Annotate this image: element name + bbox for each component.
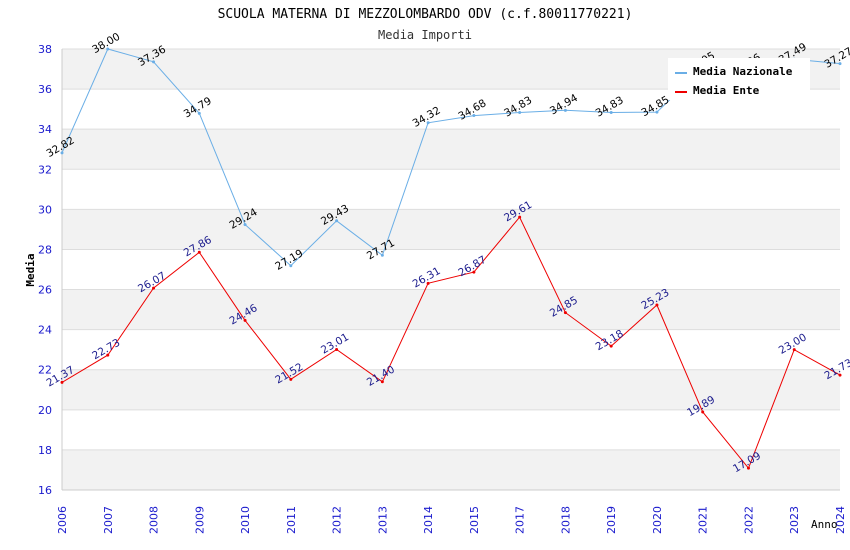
data-point xyxy=(518,215,522,219)
data-label: 34.85 xyxy=(639,94,671,119)
data-point xyxy=(243,223,247,227)
data-point xyxy=(152,286,156,290)
data-point xyxy=(472,270,476,274)
y-tick-label: 26 xyxy=(38,284,52,297)
data-point xyxy=(243,318,247,322)
data-point xyxy=(106,353,110,357)
x-tick-label: 2020 xyxy=(651,506,664,534)
x-tick-label: 2011 xyxy=(285,506,298,534)
data-point xyxy=(746,466,750,470)
data-point xyxy=(289,264,293,268)
y-tick-label: 16 xyxy=(38,484,52,497)
y-tick-label: 36 xyxy=(38,83,52,96)
data-label: 34.83 xyxy=(594,94,626,119)
data-point xyxy=(335,219,339,223)
data-label: 34.83 xyxy=(502,94,534,119)
y-tick-label: 18 xyxy=(38,444,52,457)
grid-band xyxy=(62,209,840,250)
data-point xyxy=(197,111,201,115)
chart-title: SCUOLA MATERNA DI MEZZOLOMBARDO ODV (c.f… xyxy=(218,7,633,22)
gridlines xyxy=(62,48,840,491)
x-tick-label: 2017 xyxy=(514,506,527,534)
data-point xyxy=(701,410,705,414)
x-tick-label: 2015 xyxy=(468,506,481,534)
data-label: 27.19 xyxy=(273,247,305,272)
data-point xyxy=(655,303,659,307)
data-point xyxy=(60,151,64,155)
data-label: 26.87 xyxy=(456,254,488,279)
x-tick-label: 2012 xyxy=(331,506,344,534)
x-tick-label: 2009 xyxy=(193,506,206,534)
x-tick-label: 2008 xyxy=(148,506,161,534)
legend-label-media-ente: Media Ente xyxy=(693,84,760,97)
data-point xyxy=(380,380,384,384)
grid-band xyxy=(62,289,840,330)
x-tick-label: 2019 xyxy=(605,506,618,534)
x-tick-label: 2018 xyxy=(559,506,572,534)
grid-band xyxy=(62,369,840,410)
grid-band xyxy=(62,129,840,170)
data-point xyxy=(563,311,567,315)
data-point xyxy=(609,111,613,115)
data-point xyxy=(335,347,339,351)
chart-subtitle: Media Importi xyxy=(378,28,472,42)
data-point xyxy=(289,377,293,381)
data-label: 23.01 xyxy=(319,331,351,356)
y-tick-label: 34 xyxy=(38,123,52,136)
data-label: 34.68 xyxy=(456,97,488,122)
x-tick-label: 2022 xyxy=(742,506,755,534)
grid-band xyxy=(62,449,840,490)
y-tick-label: 22 xyxy=(38,364,52,377)
data-point xyxy=(655,110,659,114)
data-point xyxy=(197,250,201,254)
data-point xyxy=(518,111,522,115)
y-tick-label: 38 xyxy=(38,43,52,56)
series-line-media-ente xyxy=(61,216,841,470)
data-point xyxy=(426,281,430,285)
data-point xyxy=(426,121,430,125)
legend-label-media-nazionale: Media Nazionale xyxy=(693,65,793,78)
x-tick-label: 2024 xyxy=(834,506,847,534)
data-point xyxy=(60,380,64,384)
data-point xyxy=(838,373,842,377)
data-point xyxy=(106,47,110,51)
legend-background xyxy=(668,58,810,100)
y-tick-labels: 16 18 20 22 24 26 28 30 32 34 36 38 xyxy=(38,43,52,497)
x-tick-label: 2013 xyxy=(376,506,389,534)
data-point xyxy=(838,62,842,66)
axes xyxy=(61,49,840,491)
x-tick-label: 2006 xyxy=(56,506,69,534)
data-point xyxy=(380,253,384,257)
x-tick-label: 2014 xyxy=(422,506,435,534)
x-axis-label: Anno xyxy=(811,518,838,531)
x-tick-label: 2010 xyxy=(239,506,252,534)
y-tick-label: 20 xyxy=(38,404,52,417)
data-point xyxy=(563,108,567,112)
y-axis-label: Media xyxy=(24,253,37,286)
x-tick-labels: 2006 2007 2008 2009 2010 2011 2012 2013 2014 2015… xyxy=(56,506,847,534)
data-label: 22.73 xyxy=(90,337,122,362)
data-point xyxy=(792,348,796,352)
data-point xyxy=(472,114,476,118)
data-point xyxy=(152,60,156,64)
legend: Media Nazionale Media Ente xyxy=(668,58,810,100)
background-bands xyxy=(62,49,840,490)
x-tick-label: 2007 xyxy=(102,506,115,534)
x-tick-label: 2023 xyxy=(788,506,801,534)
y-tick-label: 24 xyxy=(38,324,52,337)
data-label: 34.94 xyxy=(548,92,580,118)
y-tick-label: 32 xyxy=(38,163,52,176)
data-label: 23.18 xyxy=(594,328,626,353)
data-point xyxy=(609,344,613,348)
y-tick-label: 30 xyxy=(38,203,52,216)
x-tick-label: 2021 xyxy=(697,506,710,534)
y-tick-label: 28 xyxy=(38,243,52,256)
